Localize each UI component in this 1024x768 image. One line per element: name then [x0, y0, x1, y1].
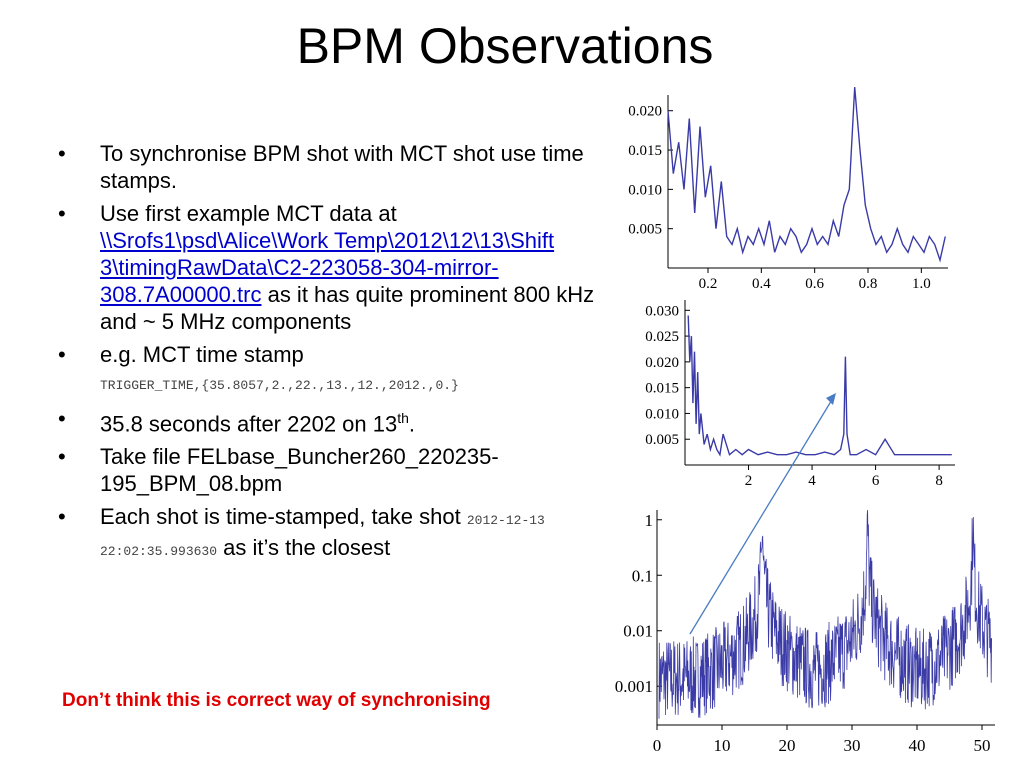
spectrum-trace	[658, 509, 992, 719]
y-tick-label: 0.005	[645, 432, 679, 448]
x-tick-label: 0.4	[752, 276, 771, 292]
y-tick-label: 0.005	[628, 222, 662, 238]
x-tick-label: 20	[779, 736, 796, 755]
y-tick-label: 0.030	[645, 303, 679, 319]
bullet-list: To synchronise BPM shot with MCT shot us…	[58, 140, 598, 571]
bullet-item: Take file FELbase_Buncher260_220235-195_…	[58, 443, 598, 497]
y-tick-label: 0.015	[645, 381, 679, 397]
y-tick-label: 0.001	[615, 677, 653, 696]
spectrum-chart-top: 0.2 0.4 0.6 0.8 1.0 0.005 0.010 0.015 0.020	[628, 87, 948, 292]
bullet-item: 35.8 seconds after 2202 on 13th.	[58, 405, 598, 437]
y-tick-label: 0.020	[645, 355, 679, 371]
bullet-text: as it’s the closest	[217, 535, 391, 561]
x-tick-label: 0.2	[699, 276, 718, 292]
x-tick-label: 0	[653, 736, 662, 755]
bullet-item: To synchronise BPM shot with MCT shot us…	[58, 140, 598, 194]
timestamp-code: TRIGGER_TIME,{35.8057,2.,22.,13.,12.,201…	[100, 378, 459, 393]
y-tick-label: 0.1	[632, 566, 653, 585]
x-tick-label: 2	[745, 473, 753, 489]
bullet-text: Each shot is time-stamped, take shot	[100, 504, 467, 530]
arrow-line	[689, 397, 834, 635]
x-tick-label: 0.6	[805, 276, 824, 292]
arrow-head	[826, 393, 836, 405]
slide-title: BPM Observations	[296, 18, 714, 74]
x-tick-label: 30	[844, 736, 861, 755]
spectrum-trace	[687, 315, 952, 457]
y-tick-label: 0.015	[628, 143, 662, 159]
x-tick-label: 1.0	[912, 276, 931, 292]
bullet-item: Use first example MCT data at \\Srofs1\p…	[58, 200, 598, 335]
bullet-text: e.g. MCT time stamp	[100, 342, 304, 367]
y-tick-label: 1	[645, 511, 654, 530]
x-tick-label: 6	[872, 473, 880, 489]
x-tick-label: 8	[935, 473, 943, 489]
x-tick-label: 0.8	[859, 276, 878, 292]
bullet-text: Use first example MCT data at	[100, 201, 397, 226]
x-tick-label: 10	[714, 736, 731, 755]
shot-timestamp-code: 2012-12-13 22:02:35.993630	[100, 513, 545, 560]
bullet-item: Each shot is time-stamped, take shot 201…	[58, 503, 598, 565]
y-tick-label: 0.025	[645, 329, 679, 345]
bullet-text: Take file FELbase_Buncher260_220235-195_…	[100, 444, 499, 497]
spectrum-chart-middle: 2 4 6 8 0.005 0.010 0.015 0.020 0.025 0.030	[645, 300, 955, 489]
superscript: th	[397, 410, 409, 426]
y-tick-label: 0.010	[628, 182, 662, 198]
y-tick-label: 0.020	[628, 104, 662, 120]
bullet-text: 35.8 seconds after 2202 on 13	[100, 411, 398, 437]
x-tick-label: 4	[808, 473, 816, 489]
y-tick-label: 0.010	[645, 406, 679, 422]
y-tick-label: 0.01	[623, 622, 653, 641]
x-tick-label: 50	[974, 736, 991, 755]
file-path-link[interactable]: \\Srofs1\psd\Alice\Work Temp\2012\12\13\…	[100, 228, 555, 307]
spectrum-chart-log: 0 10 20 30 40 50 0.001 0.01 0.1 1	[615, 509, 995, 755]
bullet-text: .	[408, 411, 416, 437]
x-tick-label: 40	[909, 736, 926, 755]
bullet-text: To synchronise BPM shot with MCT shot us…	[100, 141, 584, 193]
spectrum-trace	[667, 87, 946, 263]
warning-text: Don’t think this is correct way of synch…	[62, 690, 491, 711]
bullet-item: e.g. MCT time stamp TRIGGER_TIME,{35.8057…	[58, 341, 598, 399]
bullet-text: as it has quite prominent 800 kHz and ~ …	[100, 282, 595, 334]
